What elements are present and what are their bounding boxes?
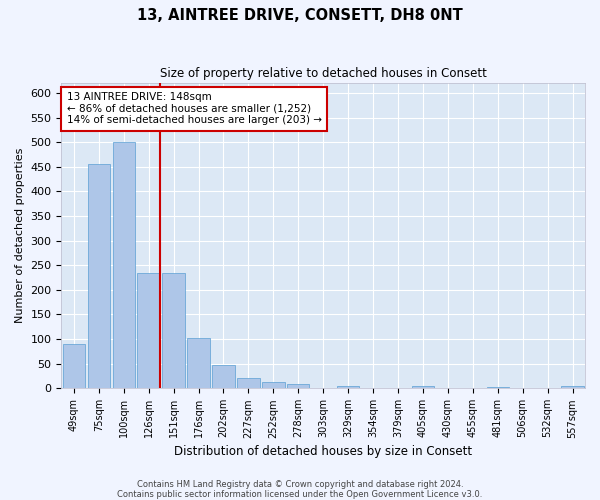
Bar	[337, 386, 359, 388]
Bar	[237, 378, 260, 388]
Bar	[113, 142, 135, 388]
Bar	[187, 338, 210, 388]
Bar	[212, 365, 235, 388]
Bar	[88, 164, 110, 388]
X-axis label: Distribution of detached houses by size in Consett: Distribution of detached houses by size …	[174, 444, 472, 458]
Bar	[412, 386, 434, 388]
Bar	[62, 344, 85, 389]
Bar	[262, 382, 284, 388]
Bar	[287, 384, 310, 388]
Title: Size of property relative to detached houses in Consett: Size of property relative to detached ho…	[160, 68, 487, 80]
Bar	[487, 387, 509, 388]
Text: 13, AINTREE DRIVE, CONSETT, DH8 0NT: 13, AINTREE DRIVE, CONSETT, DH8 0NT	[137, 8, 463, 22]
Bar	[163, 272, 185, 388]
Y-axis label: Number of detached properties: Number of detached properties	[15, 148, 25, 324]
Bar	[137, 272, 160, 388]
Text: Contains HM Land Registry data © Crown copyright and database right 2024.
Contai: Contains HM Land Registry data © Crown c…	[118, 480, 482, 499]
Bar	[562, 386, 584, 388]
Text: 13 AINTREE DRIVE: 148sqm
← 86% of detached houses are smaller (1,252)
14% of sem: 13 AINTREE DRIVE: 148sqm ← 86% of detach…	[67, 92, 322, 126]
